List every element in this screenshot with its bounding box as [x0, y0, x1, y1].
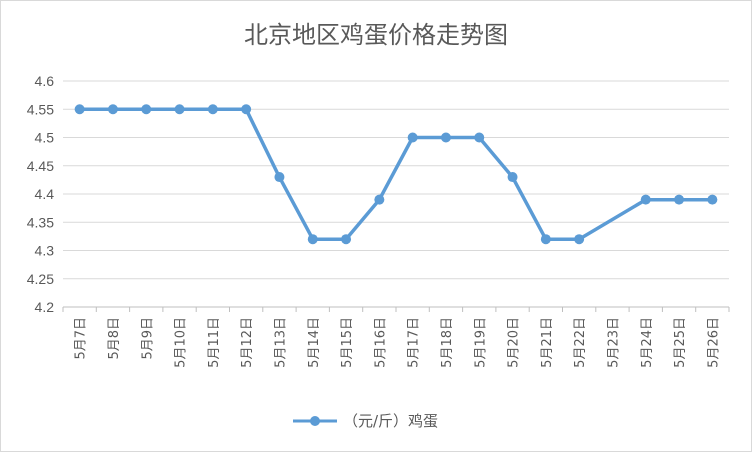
x-tick-label: 5月26日: [706, 317, 721, 368]
x-tick-label: 5月25日: [673, 317, 688, 368]
x-tick-label: 5月23日: [606, 317, 621, 368]
data-point: [540, 234, 551, 245]
data-point: [674, 194, 685, 205]
data-point: [440, 132, 451, 143]
series-layer: [74, 104, 718, 245]
x-tick-label: 5月18日: [440, 317, 455, 368]
x-tick-label: 5月22日: [573, 317, 588, 368]
x-tick-label: 5月21日: [540, 317, 555, 368]
y-tick-label: 4.2: [35, 299, 55, 315]
y-tick-label: 4.3: [35, 243, 55, 259]
data-point: [141, 104, 152, 115]
legend-marker: [310, 416, 320, 426]
series-line: [79, 107, 713, 241]
x-axis-ticks: 5月7日 5月8日 5月9日 5月10日 5月11日 5月12日 5月13日 5月14日 5月1…: [62, 307, 730, 368]
y-tick-label: 4.4: [35, 186, 55, 202]
x-tick-label: 5月19日: [473, 317, 488, 368]
data-point: [640, 194, 651, 205]
x-tick-label: 5月9日: [140, 317, 155, 360]
x-tick-label: 5月24日: [640, 317, 655, 368]
y-tick-label: 4.5: [35, 130, 55, 146]
y-tick-label: 4.45: [27, 158, 54, 174]
x-tick-label: 5月12日: [240, 317, 255, 368]
legend-label: （元/斤）鸡蛋: [343, 412, 438, 430]
data-point: [174, 104, 185, 115]
x-tick-label: 5月17日: [407, 317, 422, 368]
legend: （元/斤）鸡蛋: [293, 412, 438, 430]
data-point: [74, 104, 85, 115]
x-tick-label: 5月20日: [507, 317, 522, 368]
data-point: [374, 194, 385, 205]
chart-title: 北京地区鸡蛋价格走势图: [244, 21, 508, 49]
data-point: [307, 234, 318, 245]
y-tick-label: 4.25: [27, 271, 54, 287]
data-point: [107, 104, 118, 115]
data-point: [274, 172, 285, 183]
y-axis-ticks: 4.2 4.25 4.3 4.35 4.4 4.45 4.5 4.55 4.6: [27, 73, 54, 315]
data-point: [707, 194, 718, 205]
data-point: [407, 132, 418, 143]
x-tick-label: 5月8日: [107, 317, 122, 360]
data-point: [241, 104, 252, 115]
x-tick-label: 5月13日: [273, 317, 288, 368]
x-tick-label: 5月11日: [207, 317, 222, 368]
data-point: [341, 234, 352, 245]
data-point: [507, 172, 518, 183]
y-tick-label: 4.55: [27, 101, 54, 117]
x-tick-label: 5月14日: [307, 317, 322, 368]
x-tick-label: 5月15日: [340, 317, 355, 368]
x-tick-label: 5月10日: [174, 317, 189, 368]
data-point: [474, 132, 485, 143]
x-tick-label: 5月7日: [74, 317, 89, 360]
data-point: [574, 234, 585, 245]
y-tick-label: 4.35: [27, 214, 54, 230]
x-tick-label: 5月16日: [373, 317, 388, 368]
grid-lines: [63, 80, 729, 308]
data-point: [207, 104, 218, 115]
y-tick-label: 4.6: [35, 73, 55, 89]
